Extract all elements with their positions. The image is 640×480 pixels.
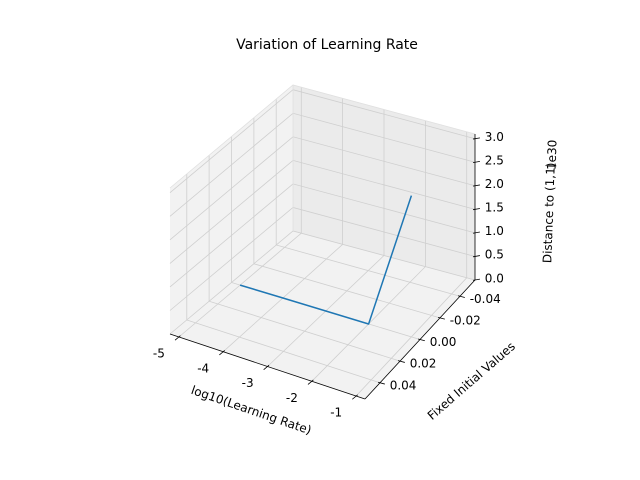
x-tick-label: -1	[330, 406, 342, 420]
z-tick-label: 1.5	[485, 201, 504, 215]
z-tick-mark	[472, 231, 480, 234]
tick-marks	[174, 137, 480, 400]
plot-area	[239, 195, 413, 325]
y-tick-mark	[417, 338, 425, 342]
y-tick-label: -0.04	[470, 292, 501, 306]
y-tick-mark	[377, 381, 385, 385]
grid-lines	[169, 87, 476, 397]
z-tick-label: 2.0	[485, 177, 504, 191]
z-tick-mark	[472, 160, 480, 164]
x-tick-mark	[174, 335, 181, 341]
z-tick-label: 2.5	[485, 154, 504, 168]
y-axis-title: Fixed Initial Values	[425, 339, 518, 422]
z-axis-offset-text: 1e30	[544, 139, 559, 170]
chart-title: Variation of Learning Rate	[236, 37, 418, 53]
z-tick-label: 1.0	[485, 224, 504, 238]
x-tick-label: -3	[242, 376, 254, 390]
y-tick-label: 0.00	[430, 335, 457, 349]
x-tick-mark	[263, 364, 270, 371]
z-tick-label: 0.0	[485, 271, 504, 285]
x-tick-mark	[352, 394, 358, 400]
y-tick-mark	[437, 316, 445, 320]
y-tick-label: 0.04	[390, 378, 417, 392]
x-tick-mark	[219, 350, 225, 356]
floor-pane	[170, 231, 475, 399]
x-tick-label: -4	[197, 361, 209, 375]
z-tick-label: 3.0	[485, 130, 504, 144]
axes-panes	[170, 85, 475, 399]
x-tick-mark	[307, 379, 314, 385]
z-tick-mark	[472, 208, 480, 211]
z-axis-title: Distance to (1,1)	[540, 162, 558, 263]
z-tick-mark	[472, 184, 480, 187]
data-line-series-0	[239, 195, 413, 325]
y-tick-mark	[457, 295, 465, 298]
z-tick-mark	[472, 278, 480, 281]
z-tick-mark	[472, 255, 480, 258]
z-tick-mark	[472, 137, 480, 140]
y-tick-label: 0.02	[410, 357, 437, 371]
z-tick-label: 0.5	[485, 248, 504, 262]
x-tick-label: -2	[286, 391, 298, 405]
x-tick-label: -5	[153, 347, 165, 361]
tick-labels: -5 -4 -3 -2 -1 -0.04 -0.02 0.00 0.02 0.04 0.0 0.5 1.…	[153, 130, 504, 420]
y-tick-mark	[397, 360, 405, 363]
y-tick-label: -0.02	[450, 314, 481, 328]
